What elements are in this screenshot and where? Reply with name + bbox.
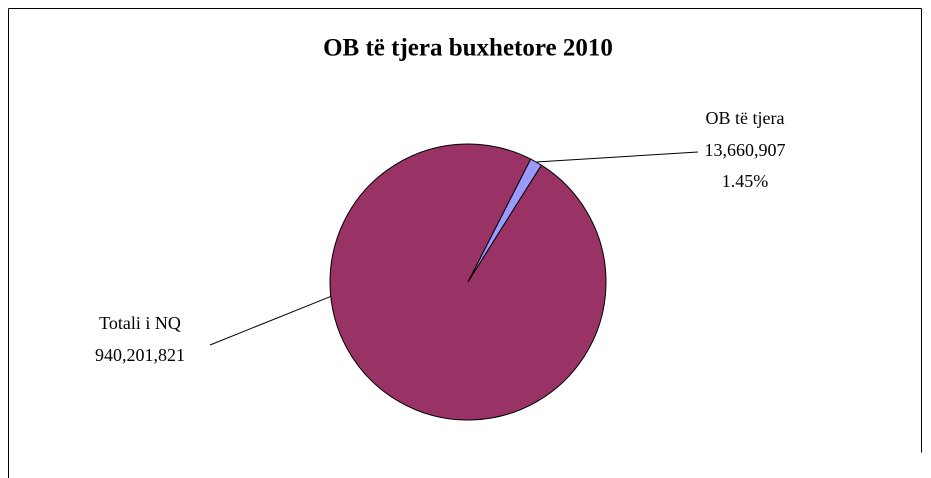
value-label: 13,660,907 [705,140,786,160]
frame [8,8,922,478]
chart-title: OB të tjera buxhetore 2010 [323,35,613,62]
slice-label: Totali i NQ [99,313,181,333]
value-label: 940,201,821 [95,345,185,365]
slice-label: OB të tjera [706,108,785,128]
pie-slice [329,143,607,421]
leader-line [536,151,699,163]
percent-label: 1.45% [722,171,769,191]
leader-line [209,295,331,346]
